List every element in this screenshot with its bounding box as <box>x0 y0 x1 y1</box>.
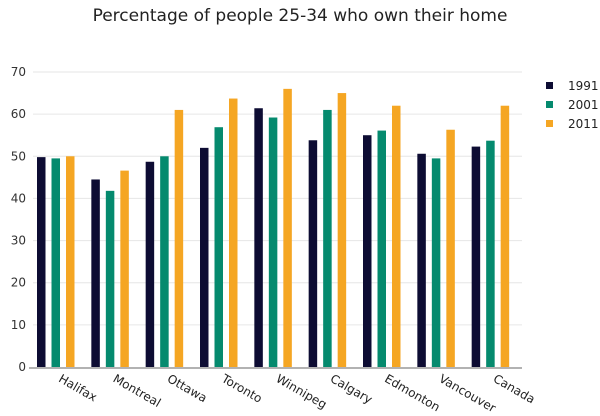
x-category-label: Montreal <box>111 371 164 409</box>
legend-swatch-1991 <box>546 82 553 89</box>
x-category-label: Toronto <box>218 371 264 406</box>
y-axis-ticks: 0 10 20 30 40 50 60 70 <box>11 65 26 374</box>
legend-label: 1991 <box>568 79 599 93</box>
bar-2011-canada <box>500 105 510 367</box>
bar-1991-edmonton <box>363 135 372 367</box>
chart-title: Percentage of people 25-34 who own their… <box>92 6 508 26</box>
x-category-label: Winnipeg <box>274 371 330 411</box>
x-category-label: Edmonton <box>382 371 442 414</box>
x-category-label: Vancouver <box>437 371 499 415</box>
bar-1991-halifax <box>37 157 46 367</box>
bar-2001-halifax <box>51 158 60 367</box>
x-axis-labels: Halifax Montreal Ottawa Toronto WinnipegCalg… <box>56 371 537 415</box>
y-tick-label: 60 <box>11 107 26 121</box>
legend: 1991 2001 2011 <box>546 79 599 131</box>
bar-2011-winnipeg <box>283 88 292 367</box>
bar-2011-calgary <box>337 93 347 368</box>
bar-2011-montreal <box>120 170 129 367</box>
bar-2011-vancouver <box>446 129 455 367</box>
x-category-label: Calgary <box>328 371 375 406</box>
y-tick-label: 10 <box>11 318 26 332</box>
bar-2001-montreal <box>105 190 115 367</box>
bar-2011-halifax <box>66 156 75 367</box>
bar-2001-calgary <box>323 109 332 367</box>
bar-1991-winnipeg <box>254 108 263 367</box>
bar-1991-calgary <box>308 140 318 367</box>
legend-label: 2001 <box>568 98 599 112</box>
legend-swatch-2001 <box>546 101 553 108</box>
bar-2001-edmonton <box>377 130 386 367</box>
bar-2011-toronto <box>229 98 238 368</box>
bar-2001-toronto <box>214 127 223 367</box>
y-tick-label: 20 <box>11 276 26 290</box>
grid-lines <box>33 71 522 326</box>
y-tick-label: 0 <box>18 360 26 374</box>
bar-1991-canada <box>471 146 481 367</box>
bar-2011-edmonton <box>392 105 401 367</box>
bar-1991-vancouver <box>417 153 426 367</box>
bar-2011-ottawa <box>174 109 184 367</box>
bar-2001-canada <box>486 140 495 367</box>
bar-1991-toronto <box>200 147 209 367</box>
bar-2001-winnipeg <box>268 117 278 367</box>
y-tick-label: 40 <box>11 191 26 205</box>
legend-label: 2011 <box>568 117 599 131</box>
bars <box>37 88 510 368</box>
x-category-label: Canada <box>491 371 538 406</box>
bar-2001-vancouver <box>431 158 441 367</box>
x-category-label: Halifax <box>56 371 99 404</box>
y-tick-label: 70 <box>11 65 26 79</box>
bar-1991-ottawa <box>145 161 155 367</box>
x-category-label: Ottawa <box>165 371 210 405</box>
y-tick-label: 50 <box>11 149 26 163</box>
bar-1991-montreal <box>91 179 100 367</box>
y-tick-label: 30 <box>11 234 26 248</box>
legend-swatch-2011 <box>546 120 553 127</box>
bar-2001-ottawa <box>160 156 169 367</box>
